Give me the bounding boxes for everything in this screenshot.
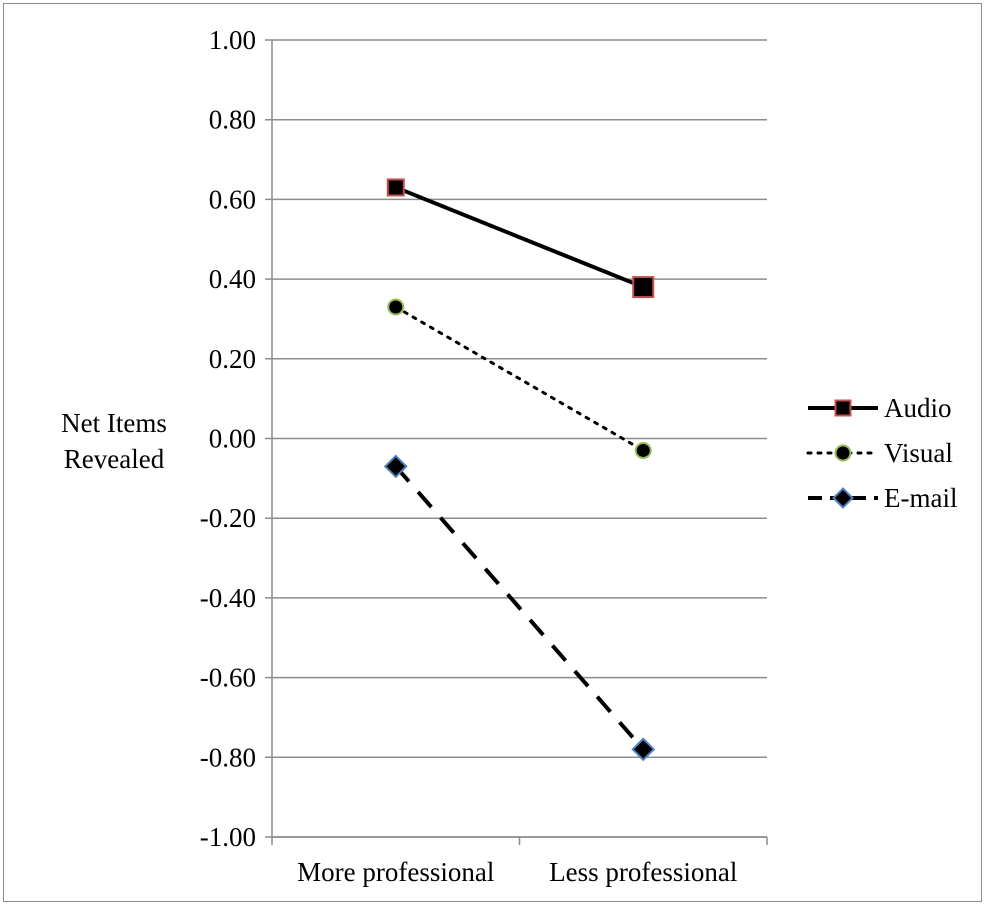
y-tick-label: 0.40	[209, 264, 256, 294]
series-lines	[394, 185, 645, 751]
series-line-e-mail	[394, 465, 645, 751]
y-axis-label: Net Items Revealed	[61, 408, 167, 474]
y-axis-label-line-1: Net Items	[61, 408, 167, 438]
y-tick-label: -1.00	[200, 822, 256, 852]
x-tick-label: Less professional	[549, 857, 737, 887]
y-tick-label: -0.20	[200, 503, 256, 533]
legend-marker-visual	[834, 444, 852, 462]
y-tick-label: -0.60	[200, 663, 256, 693]
data-point-e-mail	[631, 737, 656, 762]
data-point-audio	[632, 276, 655, 299]
axes	[271, 40, 768, 845]
data-point-audio	[386, 178, 405, 197]
y-tick-label: -0.40	[200, 583, 256, 613]
data-point-visual	[634, 441, 652, 459]
data-point-e-mail	[383, 454, 408, 479]
x-tick-labels: More professional Less professional	[297, 857, 737, 887]
series-line-audio	[395, 185, 644, 289]
y-tick-label: 0.00	[209, 424, 256, 454]
series-line-visual	[394, 305, 645, 452]
y-tick-labels: 1.00 0.80 0.60 0.40 0.20 0.00 -0.20 -0.40 -0.60 -…	[200, 25, 256, 852]
legend-label-visual: Visual	[884, 438, 953, 468]
y-tick-label: 0.20	[209, 344, 256, 374]
y-axis-label-line-2: Revealed	[64, 444, 165, 474]
legend-marker-audio	[834, 399, 852, 417]
legend-label-e-mail: E-mail	[884, 483, 957, 513]
y-tick-label: -0.80	[200, 742, 256, 772]
x-tick-label: More professional	[297, 857, 494, 887]
legend-label-audio: Audio	[884, 393, 952, 423]
legend-marker-e-mail	[832, 487, 854, 509]
data-point-visual	[387, 298, 405, 316]
y-tick-label: 0.60	[209, 184, 256, 214]
legend: Audio Visual E-mail	[806, 393, 957, 513]
gridlines	[265, 39, 767, 838]
series-markers	[383, 178, 656, 762]
y-tick-label: 0.80	[209, 105, 256, 135]
y-tick-label: 1.00	[209, 25, 256, 55]
